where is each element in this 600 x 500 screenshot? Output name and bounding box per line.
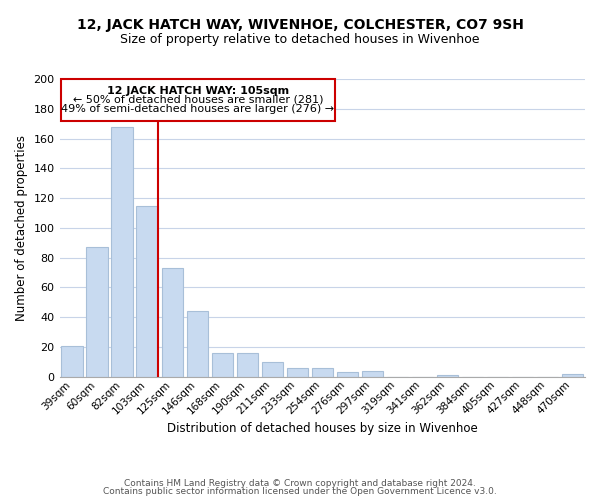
Bar bbox=[262, 362, 283, 377]
X-axis label: Distribution of detached houses by size in Wivenhoe: Distribution of detached houses by size … bbox=[167, 422, 478, 435]
Bar bbox=[311, 368, 333, 377]
Text: 12, JACK HATCH WAY, WIVENHOE, COLCHESTER, CO7 9SH: 12, JACK HATCH WAY, WIVENHOE, COLCHESTER… bbox=[77, 18, 523, 32]
Bar bbox=[437, 376, 458, 377]
Text: Contains HM Land Registry data © Crown copyright and database right 2024.: Contains HM Land Registry data © Crown c… bbox=[124, 478, 476, 488]
Bar bbox=[236, 353, 258, 377]
Bar bbox=[61, 346, 83, 377]
Text: 49% of semi-detached houses are larger (276) →: 49% of semi-detached houses are larger (… bbox=[61, 104, 334, 114]
Bar bbox=[212, 353, 233, 377]
Text: Size of property relative to detached houses in Wivenhoe: Size of property relative to detached ho… bbox=[120, 32, 480, 46]
Bar bbox=[337, 372, 358, 377]
Bar bbox=[112, 126, 133, 377]
Bar bbox=[362, 371, 383, 377]
Bar bbox=[136, 206, 158, 377]
Text: ← 50% of detached houses are smaller (281): ← 50% of detached houses are smaller (28… bbox=[73, 95, 323, 105]
Bar bbox=[187, 312, 208, 377]
Bar bbox=[86, 248, 108, 377]
Y-axis label: Number of detached properties: Number of detached properties bbox=[15, 135, 28, 321]
Bar bbox=[562, 374, 583, 377]
Bar bbox=[161, 268, 183, 377]
Text: Contains public sector information licensed under the Open Government Licence v3: Contains public sector information licen… bbox=[103, 487, 497, 496]
Text: 12 JACK HATCH WAY: 105sqm: 12 JACK HATCH WAY: 105sqm bbox=[107, 86, 289, 96]
Bar bbox=[287, 368, 308, 377]
